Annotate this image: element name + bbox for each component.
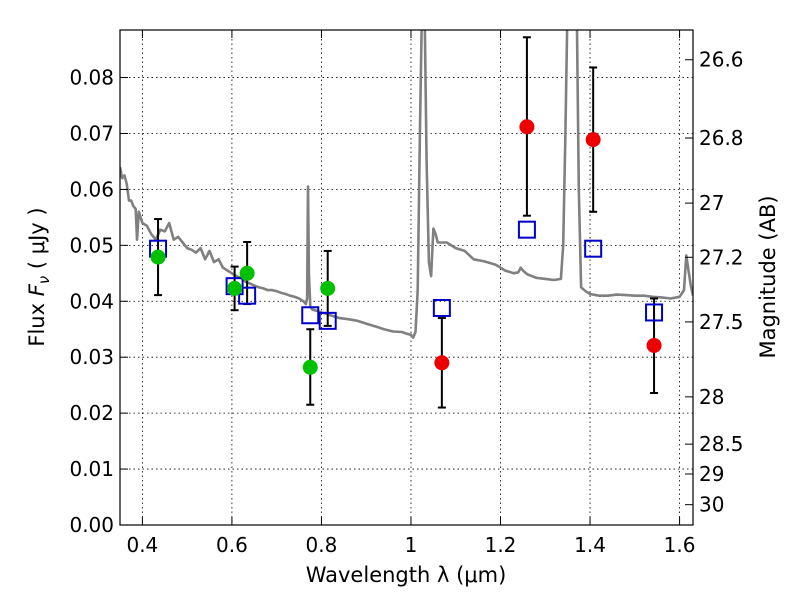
nir-point: [585, 132, 601, 148]
right-y-tick-label: 28.5: [699, 432, 744, 456]
optical-point: [150, 249, 166, 265]
y-axis-label-symbol: F: [25, 283, 49, 296]
y-right-axis-label: Magnitude (AB): [756, 195, 780, 358]
right-y-tick-label: 27.2: [699, 245, 744, 269]
model-box: [301, 306, 320, 325]
x-axis-label: Wavelength λ (μm): [306, 563, 507, 587]
x-tick-label: 1: [405, 533, 418, 557]
x-tick-label: 0.8: [306, 533, 338, 557]
optical-point: [320, 280, 336, 296]
y-tick-label: 0.07: [69, 121, 114, 145]
optical-point: [302, 359, 318, 375]
x-tick-label: 0.4: [126, 533, 158, 557]
observed-photometry-points: [150, 119, 662, 375]
model-box: [432, 298, 451, 317]
right-y-tick-label: 28: [699, 385, 724, 409]
model-spectrum-line: [120, 30, 693, 339]
right-y-tick-label: 26.8: [699, 126, 744, 150]
y-axis-label-post: ( μJy ): [25, 207, 49, 275]
x-tick-label: 0.6: [216, 533, 248, 557]
model-photometry-boxes: [149, 220, 664, 330]
nir-point: [519, 119, 535, 135]
plot-area: [120, 30, 693, 409]
nir-point: [646, 337, 662, 353]
nir-point: [434, 355, 450, 371]
right-y-tick-label: 27: [699, 191, 724, 215]
right-y-tick-label: 30: [699, 493, 724, 517]
y-tick-label: 0.06: [69, 177, 114, 201]
error-bars: [154, 36, 659, 409]
axis-ticks: [120, 30, 693, 526]
x-tick-label: 1.4: [574, 533, 606, 557]
x-tick-label: 1.2: [485, 533, 517, 557]
optical-point: [239, 265, 255, 281]
y-tick-label: 0.01: [69, 457, 114, 481]
model-box: [645, 303, 664, 322]
optical-point: [227, 280, 243, 296]
y-tick-label: 0.02: [69, 401, 114, 425]
y-axis-label-pre: Flux: [25, 296, 49, 346]
y-tick-label: 0.05: [69, 233, 114, 257]
right-y-tick-label: 26.6: [699, 48, 744, 72]
y-tick-label: 0.00: [69, 513, 114, 537]
model-box: [517, 220, 536, 239]
x-tick-label: 1.6: [664, 533, 696, 557]
right-y-tick-label: 29: [699, 462, 724, 486]
grid: [120, 30, 693, 526]
model-box: [318, 311, 337, 330]
y-tick-label: 0.04: [69, 289, 114, 313]
model-box: [238, 286, 257, 305]
model-box: [584, 239, 603, 258]
y-axis-label: Flux Fν ( μJy ): [25, 207, 53, 346]
plot-frame: [119, 29, 694, 526]
right-y-tick-label: 27.5: [699, 310, 744, 334]
y-tick-label: 0.03: [69, 345, 114, 369]
y-axis-label-subscript: ν: [35, 276, 53, 284]
y-tick-label: 0.08: [69, 66, 114, 90]
